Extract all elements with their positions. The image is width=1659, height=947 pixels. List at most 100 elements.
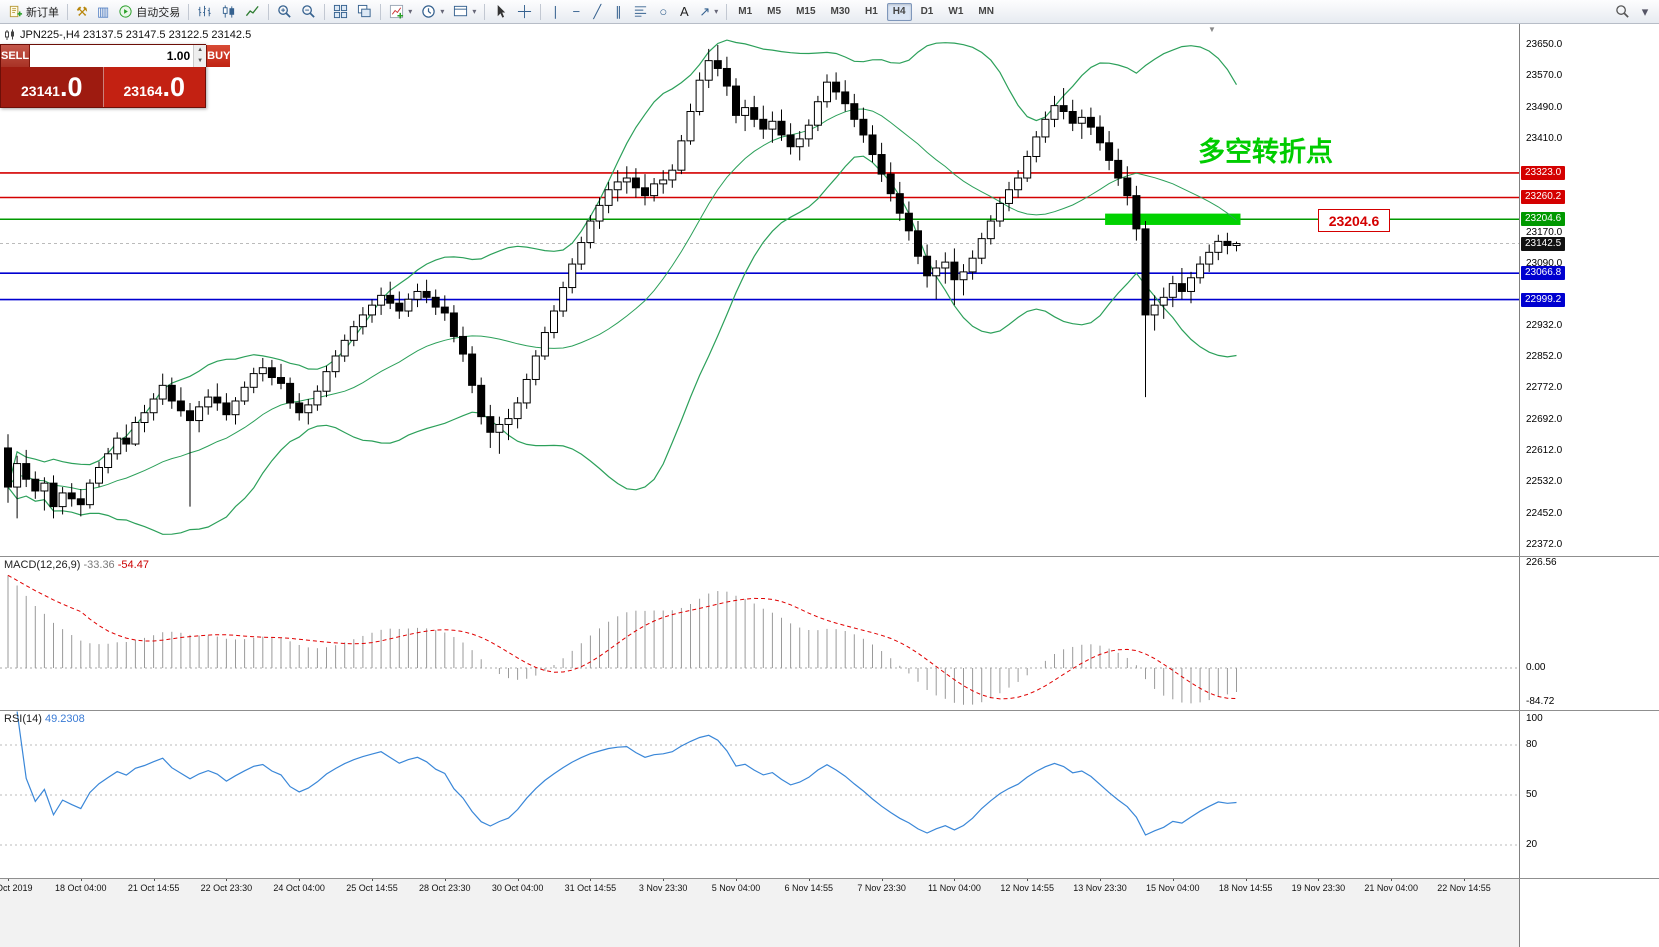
volume-input[interactable] — [30, 45, 194, 67]
one-click-trading-panel: SELL ▲ ▼ BUY 23141 .0 23164 .0 — [0, 44, 231, 108]
symbol-ohlc-text: JPN225-,H4 23137.5 23147.5 23122.5 23142… — [20, 29, 252, 41]
price-tick: 22532.0 — [1526, 476, 1563, 488]
buy-price-display[interactable]: 23164 .0 — [103, 67, 205, 107]
period-clock-icon[interactable]: ▾ — [417, 2, 448, 22]
price-scale[interactable]: 23650.0 23570.0 23490.0 23410.0 23170.0 23090… — [1519, 24, 1659, 947]
time-axis[interactable]: 16 Oct 2019 18 Oct 04:00 21 Oct 14:55 22 Oc… — [0, 878, 1659, 947]
rsi-indicator-panel[interactable] — [0, 710, 1519, 878]
arrows-tool-icon[interactable]: ↗ ▾ — [699, 4, 719, 19]
timeframe-M5[interactable]: M5 — [767, 5, 782, 17]
ellipse-shape-icon[interactable]: ○ — [659, 4, 668, 19]
price-tick: 23410.0 — [1526, 132, 1563, 144]
timeframe-M15[interactable]: M15 — [796, 5, 816, 17]
buy-price-int: 23164 — [123, 83, 163, 99]
zoom-in-icon[interactable] — [273, 2, 296, 22]
timeframe-M1[interactable]: M1 — [738, 5, 753, 17]
chart-bars-icon[interactable] — [193, 2, 216, 22]
panel-separator[interactable] — [0, 556, 1659, 557]
time-label: 6 Nov 14:55 — [784, 883, 834, 893]
tile-windows-icon[interactable] — [329, 2, 352, 22]
volume-down-icon[interactable]: ▼ — [194, 56, 207, 67]
autotrading-button[interactable]: 自动交易 — [114, 2, 184, 22]
time-tick — [1172, 878, 1174, 881]
current-price-badge: 23142.5 — [1521, 236, 1566, 251]
time-tick — [372, 878, 373, 881]
time-tick — [1391, 878, 1393, 881]
symbol-info-bar: JPN225-,H4 23137.5 23147.5 23122.5 23142… — [4, 29, 251, 41]
time-label: 31 Oct 14:55 — [564, 883, 617, 893]
toolbar-separator — [726, 3, 728, 20]
panel-separator[interactable] — [0, 710, 1659, 711]
toolbar-separator — [484, 3, 486, 20]
timeframe-MN[interactable]: MN — [978, 5, 994, 17]
new-order-button[interactable]: 新订单 — [4, 2, 63, 22]
price-tick: 22932.0 — [1526, 319, 1563, 331]
timeframe-M30[interactable]: M30 — [830, 5, 850, 17]
time-tick — [808, 878, 810, 881]
timeframe-H1[interactable]: H1 — [864, 5, 878, 17]
rsi-label: RSI(14) 49.2308 — [4, 713, 85, 725]
price-tick: 22612.0 — [1526, 445, 1563, 457]
price-tick: 22852.0 — [1526, 351, 1563, 363]
time-tick — [736, 878, 737, 881]
time-label: 3 Nov 23:30 — [638, 883, 688, 893]
timeframe-H4[interactable]: H4 — [886, 2, 912, 21]
trendline-icon[interactable]: ╱ — [593, 4, 602, 19]
hline-price-badge: 23066.8 — [1521, 266, 1566, 281]
time-label: 21 Oct 14:55 — [127, 883, 180, 893]
rsi-value: 49.2308 — [44, 713, 85, 725]
depth-of-market-icon[interactable]: ▥ — [97, 4, 110, 19]
horizontal-line-icon[interactable]: − — [572, 4, 581, 19]
vertical-line-icon[interactable]: ∣ — [552, 4, 559, 19]
price-callout-label: 23204.6 — [1318, 209, 1390, 232]
timeframe-W1[interactable]: W1 — [948, 5, 964, 17]
macd-indicator-panel[interactable] — [0, 556, 1519, 710]
price-chart-panel[interactable] — [0, 24, 1519, 556]
sell-price-int: 23141 — [21, 83, 60, 99]
time-tick — [1464, 878, 1465, 881]
toolbar-separator — [324, 3, 326, 20]
time-label: 16 Oct 2019 — [0, 883, 33, 893]
search-icon[interactable] — [1611, 2, 1634, 22]
cursor-icon[interactable] — [489, 2, 512, 22]
fibonacci-icon[interactable] — [629, 2, 652, 22]
toolbar-separator — [268, 3, 270, 20]
sell-price-display[interactable]: 23141 .0 — [1, 67, 104, 107]
time-label: 13 Nov 23:30 — [1073, 883, 1127, 893]
price-tick: 23170.0 — [1526, 226, 1563, 238]
rsi-scale-tick: 80 — [1526, 738, 1538, 750]
strategy-hammer-icon[interactable]: ⚒ — [76, 4, 88, 19]
zoom-out-icon[interactable] — [297, 2, 320, 22]
buy-button[interactable]: BUY — [206, 45, 231, 67]
time-tick — [517, 878, 519, 881]
sell-button[interactable]: SELL — [1, 45, 31, 67]
cascade-windows-icon[interactable] — [353, 2, 376, 22]
template-icon[interactable]: ▾ — [449, 2, 480, 22]
volume-field-wrap: ▲ ▼ — [30, 45, 207, 67]
time-label: 30 Oct 04:00 — [491, 883, 544, 893]
macd-scale-tick: -84.72 — [1526, 696, 1555, 707]
chart-mini-icon — [5, 29, 14, 40]
rsi-scale-tick: 20 — [1526, 839, 1538, 850]
time-tick — [590, 878, 592, 881]
toolbar-separator — [67, 3, 68, 20]
time-label: 28 Oct 23:30 — [419, 883, 471, 893]
time-tick — [954, 878, 956, 881]
chart-line-icon[interactable] — [241, 2, 264, 22]
add-indicator-icon[interactable]: ▾ — [385, 2, 416, 22]
buy-price-frac: .0 — [162, 72, 185, 102]
sell-price-frac: .0 — [59, 72, 83, 102]
turning-point-annotation: 多空转折点 — [1198, 137, 1333, 167]
timeframe-D1[interactable]: D1 — [920, 5, 934, 17]
chart-candles-icon[interactable] — [217, 2, 240, 22]
text-label-icon[interactable]: A — [680, 4, 689, 19]
toolbar: 新订单 ⚒ ▥ 自动交易 ▾ ▾ ▾ ∣ − ╱ ∥ ○ A ↗ ▾ M1 M5 M15 M30 H1 H4 D1 W1 MN… — [0, 0, 1659, 24]
more-options-icon[interactable]: ▾ — [1641, 4, 1649, 19]
channel-icon[interactable]: ∥ — [615, 4, 622, 19]
time-tick — [1100, 878, 1101, 881]
time-label: 22 Nov 14:55 — [1437, 883, 1491, 893]
volume-up-icon[interactable]: ▲ — [194, 45, 207, 56]
toolbar-separator — [540, 3, 542, 20]
crosshair-icon[interactable] — [513, 2, 536, 22]
macd-main-value: -33.36 — [83, 559, 115, 571]
